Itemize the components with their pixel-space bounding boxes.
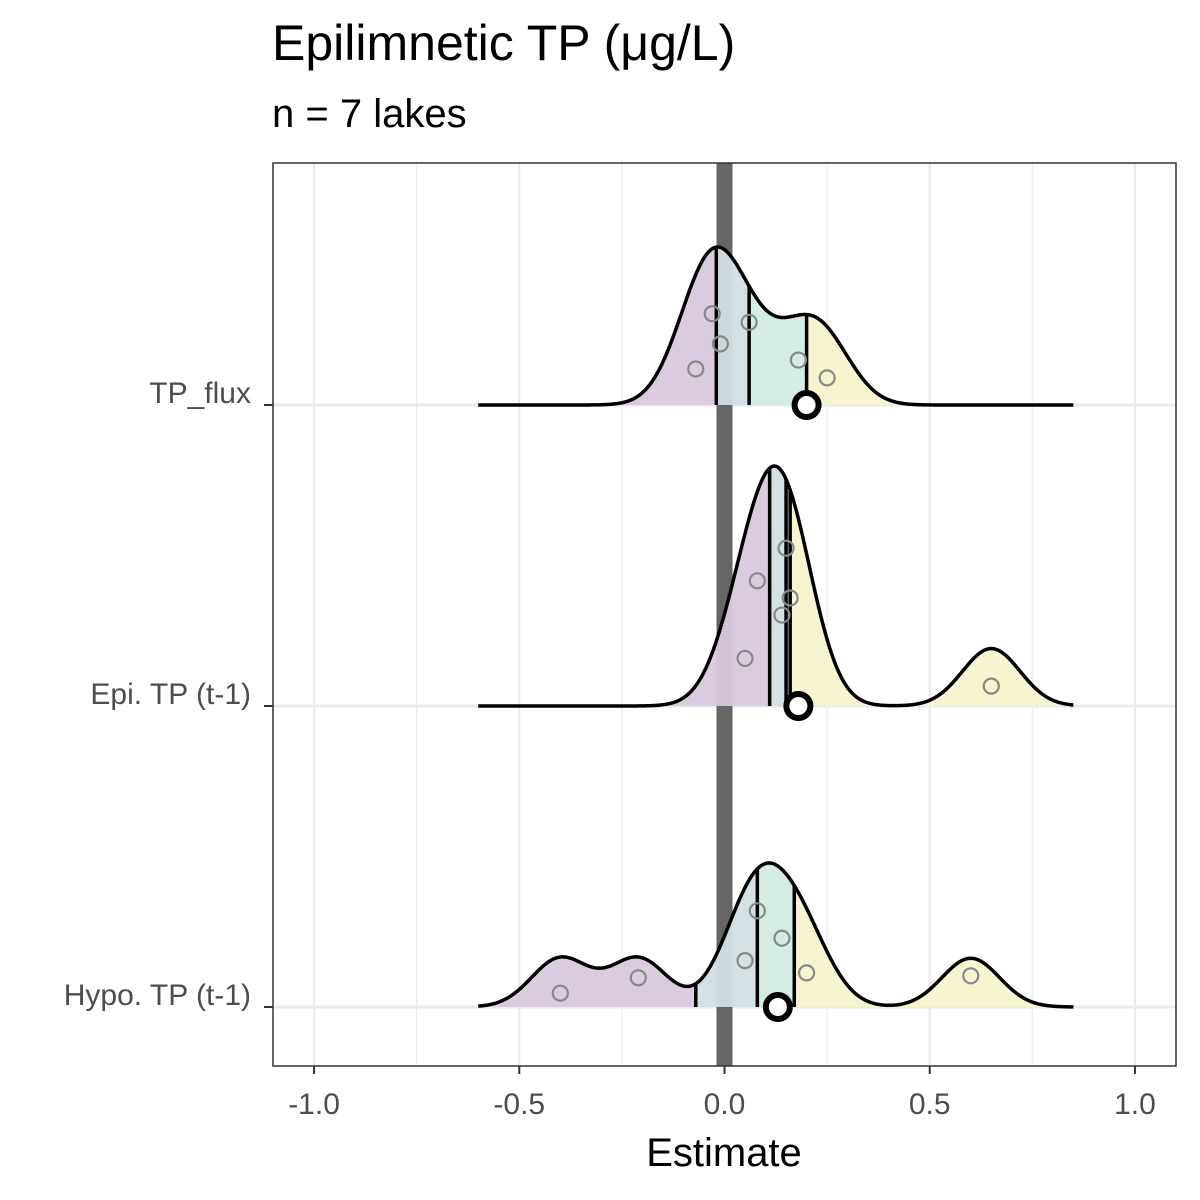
estimate-point bbox=[629, 969, 647, 987]
quantile-region bbox=[478, 468, 770, 706]
density-outline bbox=[477, 861, 1074, 1009]
mean-marker bbox=[762, 992, 793, 1022]
axes-layer: -1.0 -0.5 0.0 0.5 1.0 TP_flux Epi. TP (t-1) Hyp… bbox=[64, 377, 1156, 1121]
estimate-point bbox=[789, 351, 807, 369]
estimate-point bbox=[773, 606, 791, 624]
chart-title: Epilimnetic TP (μg/L) bbox=[272, 15, 736, 71]
estimate-point bbox=[777, 539, 795, 557]
density-outline bbox=[477, 245, 1074, 407]
estimate-point bbox=[551, 984, 569, 1002]
x-tick-label: 1.0 bbox=[1114, 1088, 1156, 1121]
ridge-1 bbox=[477, 464, 1074, 721]
chart-subtitle: n = 7 lakes bbox=[272, 92, 467, 136]
quantile-region bbox=[478, 247, 717, 405]
y-tick-label: Epi. TP (t-1) bbox=[90, 678, 251, 711]
quantile-region bbox=[806, 314, 1074, 405]
quantile-region bbox=[478, 956, 696, 1007]
quantile-region bbox=[716, 246, 750, 405]
estimate-point bbox=[773, 929, 791, 947]
ridge-2 bbox=[477, 861, 1074, 1022]
estimate-point bbox=[962, 967, 980, 985]
quantile-region bbox=[794, 885, 1074, 1007]
mean-marker bbox=[783, 691, 814, 721]
quantile-region bbox=[790, 489, 1074, 706]
x-tick-label: 0.0 bbox=[704, 1088, 746, 1121]
mean-marker bbox=[791, 390, 822, 420]
density-outline bbox=[477, 464, 1074, 708]
estimate-point bbox=[687, 360, 705, 378]
estimate-point bbox=[736, 952, 754, 970]
quantile-region bbox=[749, 286, 807, 405]
x-tick-label: 0.5 bbox=[909, 1088, 951, 1121]
estimate-point bbox=[781, 589, 799, 607]
estimate-point bbox=[703, 305, 721, 323]
x-tick-label: -1.0 bbox=[288, 1088, 340, 1121]
x-tick-label: -0.5 bbox=[493, 1088, 545, 1121]
estimate-point bbox=[748, 902, 766, 920]
estimate-point bbox=[711, 335, 729, 353]
quantile-region bbox=[769, 465, 787, 706]
x-axis-title: Estimate bbox=[646, 1131, 802, 1175]
estimate-point bbox=[740, 313, 758, 331]
estimate-point bbox=[736, 649, 754, 668]
y-tick-label: Hypo. TP (t-1) bbox=[64, 979, 251, 1012]
estimate-point bbox=[818, 369, 836, 387]
quantile-region bbox=[695, 868, 758, 1007]
estimate-point bbox=[797, 964, 816, 982]
ridges-layer bbox=[477, 245, 1074, 1022]
estimate-point bbox=[748, 572, 766, 590]
ridge-0 bbox=[477, 245, 1074, 420]
estimate-point bbox=[982, 677, 1000, 695]
y-tick-label: TP_flux bbox=[149, 377, 251, 410]
